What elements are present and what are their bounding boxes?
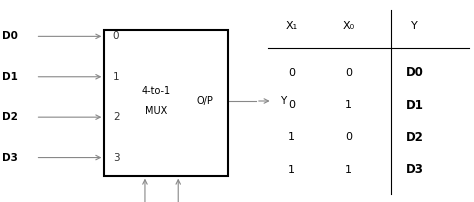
Text: 0: 0: [288, 100, 295, 110]
Text: Y: Y: [411, 21, 418, 31]
Text: MUX: MUX: [146, 106, 167, 116]
Text: 1: 1: [288, 132, 295, 142]
Text: D2: D2: [2, 112, 18, 122]
Text: D0: D0: [2, 31, 18, 41]
Text: D2: D2: [406, 131, 424, 144]
Text: 1: 1: [345, 100, 352, 110]
Text: 0: 0: [113, 31, 119, 41]
Text: 1: 1: [288, 165, 295, 175]
Text: 1: 1: [113, 72, 119, 82]
Text: X₀: X₀: [342, 21, 355, 31]
Text: X₁: X₁: [285, 21, 298, 31]
Text: D3: D3: [2, 153, 18, 163]
Text: 1: 1: [345, 165, 352, 175]
Text: D1: D1: [406, 99, 424, 112]
Text: 0: 0: [288, 68, 295, 78]
Text: Y: Y: [280, 96, 286, 106]
Text: D0: D0: [406, 66, 424, 79]
Text: 4-to-1: 4-to-1: [142, 86, 171, 96]
Text: D3: D3: [406, 163, 424, 176]
Text: 2: 2: [113, 112, 119, 122]
Text: 0: 0: [345, 68, 352, 78]
Bar: [104, 30, 228, 176]
Text: 3: 3: [113, 153, 119, 163]
Text: O/P: O/P: [197, 96, 214, 106]
Text: 0: 0: [345, 132, 352, 142]
Text: D1: D1: [2, 72, 18, 82]
